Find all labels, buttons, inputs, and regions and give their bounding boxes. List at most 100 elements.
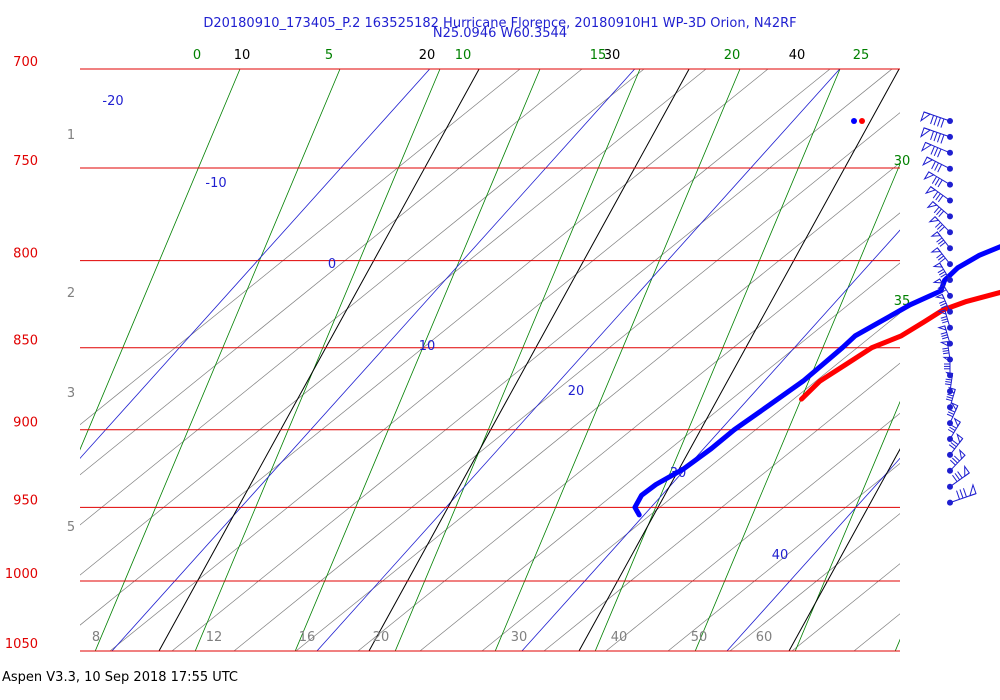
mixing-ratio-label: 40 bbox=[772, 548, 789, 563]
bottom-scale-label: 8 bbox=[92, 630, 100, 645]
wind-barb-pennant bbox=[947, 386, 956, 395]
wind-barb bbox=[947, 432, 964, 458]
wind-barb-feather bbox=[938, 271, 946, 276]
dry-adiabat-line bbox=[605, 412, 900, 651]
wind-barb-feather bbox=[936, 224, 943, 230]
dry-adiabat-line bbox=[543, 362, 900, 651]
mixing-ratio-label: 0 bbox=[328, 257, 336, 272]
mixing-ratio-line bbox=[521, 229, 900, 651]
wind-barb-feather bbox=[942, 320, 949, 324]
wind-barb bbox=[947, 448, 966, 474]
moist-adiabat-line bbox=[194, 69, 441, 651]
wind-barb-feather bbox=[933, 147, 939, 157]
moist-adiabat-line bbox=[94, 69, 341, 651]
dry-adiabat-line bbox=[853, 613, 900, 651]
dewpoint-marker bbox=[851, 118, 857, 124]
isotherm-label: 10 bbox=[234, 48, 251, 63]
wind-barb-feather bbox=[962, 488, 967, 498]
wind-barb-feather bbox=[942, 352, 950, 355]
mixing-ratio-line bbox=[80, 69, 431, 459]
wind-barb-feather bbox=[938, 226, 945, 232]
wind-barb-feather bbox=[952, 439, 959, 445]
wind-barb-feather bbox=[954, 473, 961, 481]
pressure-label: 750 bbox=[13, 154, 38, 169]
bottom-scale-label: 40 bbox=[611, 630, 628, 645]
dry-adiabat-line bbox=[916, 69, 1000, 651]
chart-title: D20180910_173405_P.2 163525182 Hurricane… bbox=[203, 16, 797, 31]
moist-adiabat-label: 25 bbox=[853, 48, 870, 63]
wind-barb bbox=[923, 171, 953, 188]
height-label: 3 bbox=[67, 386, 75, 401]
wind-barb bbox=[922, 156, 953, 173]
wind-barb bbox=[932, 278, 953, 299]
wind-barb-feather bbox=[930, 115, 935, 125]
dry-adiabat-line bbox=[171, 69, 893, 651]
wind-barb-pennant bbox=[942, 356, 951, 363]
mixing-ratio-label: 20 bbox=[568, 384, 585, 399]
moist-adiabat-line bbox=[794, 400, 900, 651]
chart-subtitle: N25.0946 W60.3544 bbox=[432, 26, 568, 41]
wind-barb-feather bbox=[959, 489, 964, 499]
wind-barb-feather bbox=[956, 490, 960, 500]
dry-adiabat-line bbox=[80, 69, 707, 576]
wind-barb-feather bbox=[940, 315, 947, 319]
wind-barb bbox=[924, 186, 953, 204]
wind-barb-feather bbox=[938, 287, 946, 292]
wind-barb bbox=[947, 417, 961, 442]
wind-barb-feather bbox=[937, 164, 943, 173]
isotherm-line bbox=[368, 69, 690, 651]
wind-barb-pennant bbox=[937, 309, 947, 315]
wind-barb-feather bbox=[939, 241, 946, 247]
wind-barb-pennant bbox=[934, 293, 945, 300]
moist-adiabat-line bbox=[294, 69, 541, 651]
isotherm-line bbox=[788, 448, 900, 651]
wind-barb-pennant bbox=[956, 432, 964, 444]
dry-adiabat-line bbox=[80, 69, 645, 526]
dry-adiabat-line bbox=[80, 69, 583, 476]
dry-adiabat-line bbox=[80, 69, 769, 626]
wind-barb-pennant bbox=[930, 247, 942, 253]
wind-barb-feather bbox=[932, 191, 939, 199]
bottom-scale-label: 20 bbox=[373, 630, 390, 645]
wind-barb-feather bbox=[952, 474, 958, 482]
wind-barb bbox=[937, 325, 953, 347]
moist-adiabat-line bbox=[494, 69, 741, 651]
wind-barb bbox=[920, 127, 953, 144]
dry-adiabat-line bbox=[978, 69, 1000, 651]
wind-barb-feather bbox=[942, 350, 949, 352]
isotherm-label: 20 bbox=[419, 48, 436, 63]
wind-barb-pennant bbox=[920, 127, 932, 138]
wind-barb-feather bbox=[934, 162, 939, 171]
dry-adiabat-line bbox=[667, 463, 900, 651]
wind-barb-feather bbox=[937, 148, 942, 158]
wind-barb-pennant bbox=[953, 417, 961, 428]
temperature-profile-line bbox=[799, 289, 1000, 402]
dry-adiabat-line bbox=[481, 312, 900, 651]
moist-adiabat-label: 0 bbox=[193, 48, 201, 63]
wind-barb-feather bbox=[940, 118, 945, 128]
moist-adiabat-label: 20 bbox=[724, 48, 741, 63]
moist-adiabat-label: 15 bbox=[590, 48, 607, 63]
wind-barb-feather bbox=[937, 268, 944, 274]
isotherm-line bbox=[158, 69, 480, 651]
wind-barb-pennant bbox=[964, 464, 970, 478]
wind-barb-feather bbox=[949, 426, 956, 431]
wind-barb-feather bbox=[934, 177, 940, 186]
wind-barb-feather bbox=[940, 331, 947, 335]
wind-barb bbox=[947, 483, 977, 506]
wind-barb-pennant bbox=[920, 141, 933, 152]
wind-barb-feather bbox=[933, 116, 938, 126]
mixing-ratio-line bbox=[111, 69, 636, 651]
wind-barb-feather bbox=[939, 257, 946, 263]
wind-barb-feather bbox=[940, 134, 945, 144]
wind-barb-feather bbox=[946, 413, 954, 418]
moist-adiabat-line bbox=[594, 69, 841, 651]
height-label: 1 bbox=[67, 128, 75, 143]
wind-barb-pennant bbox=[950, 402, 959, 411]
wind-barb bbox=[932, 262, 953, 283]
dry-adiabat-line bbox=[295, 162, 900, 651]
wind-barb-feather bbox=[945, 380, 952, 383]
wind-barb-feather bbox=[942, 347, 949, 350]
wind-barb-feather bbox=[934, 222, 941, 228]
